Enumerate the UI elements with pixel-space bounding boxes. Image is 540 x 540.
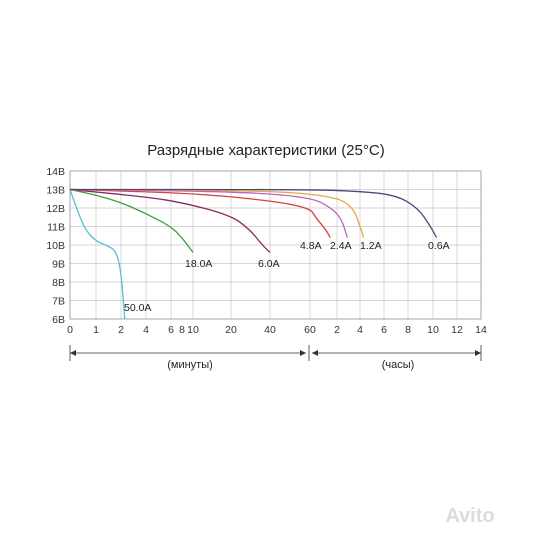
series-line-2.4A xyxy=(69,188,348,238)
series-line-6.0A xyxy=(69,188,271,253)
x-tick-label: 4 xyxy=(357,324,363,336)
y-tick-label: 7В xyxy=(52,296,65,308)
x-range-indicators: (минуты) (часы) xyxy=(69,345,482,371)
chart-grid xyxy=(69,170,482,320)
x-tick-label: 2 xyxy=(334,324,340,336)
chart-title: Разрядные характеристики (25°C) xyxy=(147,142,384,159)
y-tick-label: 12В xyxy=(46,203,65,215)
series-label: 2.4A xyxy=(330,240,352,252)
curve-labels: 50.0A 18.0A 6.0A 4.8A 2.4A 1.2A 0.6A xyxy=(124,240,450,314)
watermark-logo: Avito xyxy=(445,505,494,527)
y-tick-label: 9В xyxy=(52,259,65,271)
series-label: 6.0A xyxy=(258,258,280,270)
x-tick-label: 0 xyxy=(67,324,73,336)
x-tick-label: 12 xyxy=(451,324,463,336)
arrow-left-icon xyxy=(312,350,318,356)
x-tick-label: 60 xyxy=(304,324,316,336)
x-tick-label: 20 xyxy=(225,324,237,336)
arrow-left-icon xyxy=(70,350,76,356)
x-tick-label: 10 xyxy=(187,324,199,336)
y-tick-label: 6В xyxy=(52,314,65,326)
plot-frame xyxy=(69,170,482,320)
x-tick-label: 6 xyxy=(381,324,387,336)
y-tick-label: 8В xyxy=(52,277,65,289)
minutes-range-label: (минуты) xyxy=(167,359,213,371)
y-axis-ticks: 14В 13В 12В 11В 10В 9В 8В 7В 6В xyxy=(46,166,65,326)
x-tick-label: 40 xyxy=(264,324,276,336)
x-tick-label: 10 xyxy=(427,324,439,336)
y-tick-label: 14В xyxy=(46,166,65,178)
x-tick-label: 8 xyxy=(405,324,411,336)
arrow-right-icon xyxy=(475,350,481,356)
x-tick-label: 8 xyxy=(179,324,185,336)
x-tick-label: 14 xyxy=(475,324,487,336)
y-tick-label: 13В xyxy=(46,185,65,197)
x-tick-label: 2 xyxy=(118,324,124,336)
x-tick-label: 4 xyxy=(143,324,149,336)
series-line-4.8A xyxy=(69,188,331,238)
hours-range-label: (часы) xyxy=(382,359,415,371)
series-label: 18.0A xyxy=(185,258,212,270)
y-tick-label: 11В xyxy=(47,222,65,234)
series-line-0.6A xyxy=(69,188,438,238)
series-line-1.2A xyxy=(69,188,365,238)
series-label: 4.8A xyxy=(300,240,322,252)
series-label: 50.0A xyxy=(124,302,151,314)
discharge-curves xyxy=(69,188,438,320)
series-line-18.0A xyxy=(69,188,194,253)
x-axis-ticks: 0 1 2 4 6 8 10 20 40 60 2 4 6 8 10 12 14 xyxy=(67,324,487,336)
arrow-right-icon xyxy=(300,350,306,356)
x-tick-label: 1 xyxy=(93,324,99,336)
x-tick-label: 6 xyxy=(168,324,174,336)
series-label: 0.6A xyxy=(428,240,450,252)
y-tick-label: 10В xyxy=(46,240,65,252)
series-label: 1.2A xyxy=(360,240,382,252)
series-line-50.0A xyxy=(69,189,126,320)
